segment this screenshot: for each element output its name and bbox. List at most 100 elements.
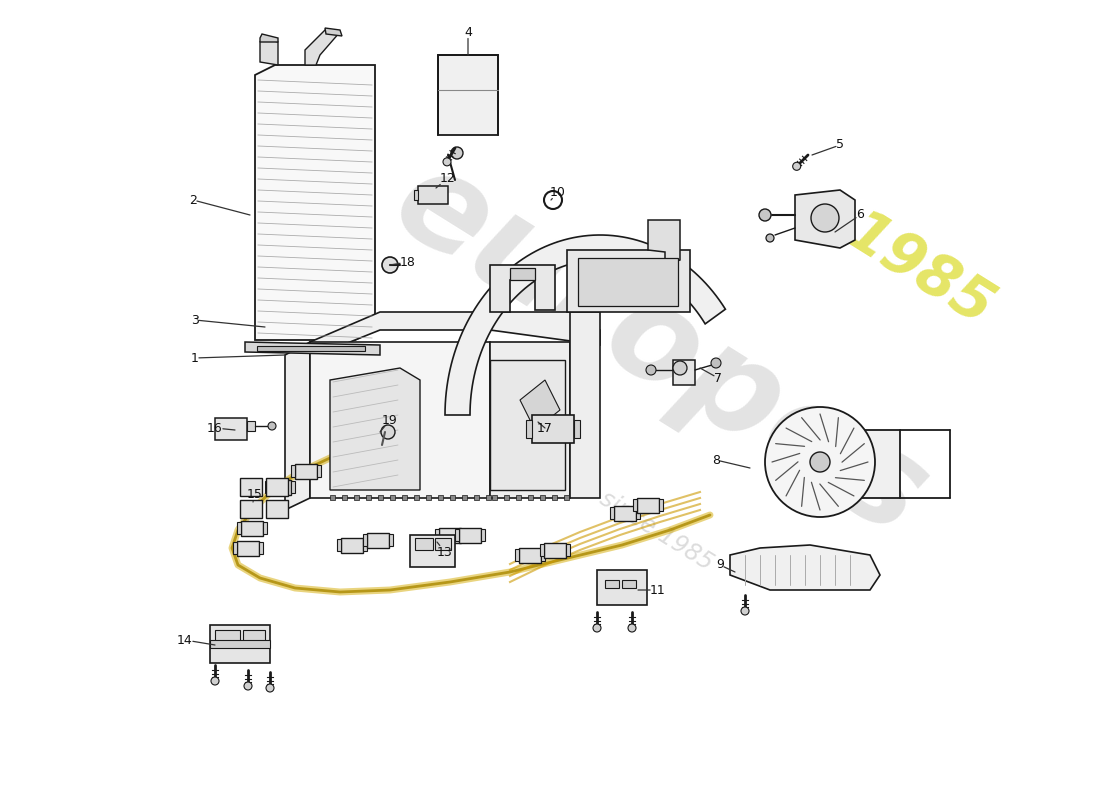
Circle shape: [811, 204, 839, 232]
Bar: [240, 500, 262, 518]
Bar: [632, 499, 637, 511]
Bar: [317, 465, 321, 477]
Bar: [414, 190, 418, 200]
Bar: [270, 480, 292, 495]
Bar: [621, 580, 636, 588]
Circle shape: [810, 452, 830, 472]
Polygon shape: [402, 495, 407, 500]
Text: a passion for parts since 1985: a passion for parts since 1985: [403, 366, 717, 574]
Bar: [566, 544, 570, 556]
Bar: [459, 528, 481, 543]
Text: 1985: 1985: [836, 202, 1004, 338]
Bar: [544, 543, 566, 558]
Bar: [240, 478, 262, 496]
Bar: [243, 630, 265, 642]
Bar: [257, 346, 365, 351]
Bar: [233, 542, 236, 554]
Circle shape: [711, 358, 720, 368]
Polygon shape: [570, 312, 600, 498]
Polygon shape: [486, 495, 491, 500]
Polygon shape: [528, 495, 534, 500]
Polygon shape: [342, 495, 346, 500]
Bar: [241, 521, 263, 536]
Bar: [636, 507, 640, 519]
Text: 9: 9: [716, 558, 735, 572]
Bar: [292, 465, 295, 477]
Bar: [574, 420, 580, 438]
Polygon shape: [490, 360, 565, 490]
Bar: [659, 499, 663, 511]
Bar: [263, 522, 267, 534]
Polygon shape: [516, 495, 521, 500]
Bar: [540, 544, 544, 556]
Bar: [510, 268, 535, 280]
Polygon shape: [324, 28, 342, 36]
Circle shape: [211, 677, 219, 685]
Polygon shape: [490, 265, 556, 312]
Polygon shape: [552, 495, 557, 500]
Polygon shape: [310, 342, 490, 498]
Bar: [434, 529, 439, 541]
Polygon shape: [490, 342, 570, 498]
Bar: [258, 542, 263, 554]
Bar: [236, 522, 241, 534]
Circle shape: [381, 425, 395, 439]
Bar: [605, 580, 619, 588]
Polygon shape: [366, 495, 371, 500]
Text: 12: 12: [436, 171, 455, 188]
Polygon shape: [390, 495, 395, 500]
Bar: [532, 415, 574, 443]
Polygon shape: [540, 495, 544, 500]
Polygon shape: [564, 495, 569, 500]
Bar: [614, 506, 636, 521]
Bar: [210, 640, 270, 648]
Polygon shape: [450, 495, 455, 500]
Polygon shape: [426, 495, 431, 500]
Text: 15: 15: [248, 489, 263, 502]
Polygon shape: [438, 495, 443, 500]
Polygon shape: [520, 380, 560, 430]
Circle shape: [451, 147, 463, 159]
Bar: [481, 529, 485, 541]
Bar: [210, 625, 270, 663]
Text: 5: 5: [812, 138, 844, 155]
Bar: [295, 464, 317, 479]
Bar: [461, 529, 465, 541]
Polygon shape: [260, 38, 278, 65]
Polygon shape: [310, 312, 600, 358]
Polygon shape: [648, 220, 680, 265]
Polygon shape: [414, 495, 419, 500]
Bar: [363, 534, 367, 546]
Polygon shape: [378, 495, 383, 500]
Bar: [389, 534, 393, 546]
Bar: [410, 535, 455, 567]
Bar: [637, 498, 659, 513]
Text: europes: europes: [371, 137, 949, 563]
Bar: [292, 481, 295, 493]
Bar: [214, 418, 248, 440]
Circle shape: [443, 158, 451, 166]
Text: 2: 2: [189, 194, 250, 215]
Polygon shape: [474, 495, 478, 500]
Text: 16: 16: [207, 422, 235, 434]
Polygon shape: [285, 342, 310, 510]
Circle shape: [673, 361, 688, 375]
Text: 4: 4: [464, 26, 472, 55]
Circle shape: [268, 422, 276, 430]
Polygon shape: [330, 368, 420, 490]
Bar: [526, 420, 532, 438]
Text: 19: 19: [379, 414, 398, 432]
Bar: [341, 538, 363, 553]
Polygon shape: [354, 495, 359, 500]
Circle shape: [766, 234, 774, 242]
Bar: [541, 549, 544, 561]
Bar: [455, 529, 459, 541]
Polygon shape: [492, 495, 497, 500]
Text: 11: 11: [638, 583, 666, 597]
Bar: [438, 55, 498, 135]
Circle shape: [266, 684, 274, 692]
Text: 10: 10: [550, 186, 565, 200]
Polygon shape: [330, 495, 336, 500]
Bar: [415, 538, 433, 550]
Text: 7: 7: [700, 368, 722, 385]
